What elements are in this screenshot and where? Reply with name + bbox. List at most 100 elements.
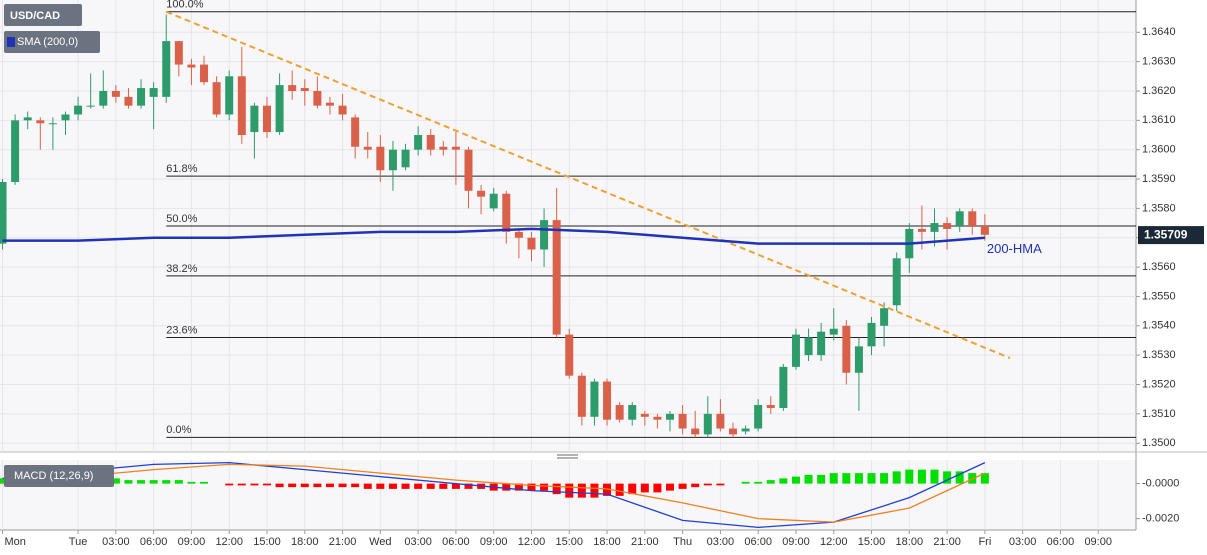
candle-body: [23, 117, 32, 121]
candle-body: [225, 76, 234, 115]
y-tick-label: 1.3590: [1142, 173, 1176, 185]
histogram-bar: [640, 483, 649, 493]
candle-body: [174, 41, 183, 65]
candle-body: [842, 325, 851, 373]
legend-box: [4, 31, 100, 53]
histogram-bar: [300, 483, 309, 488]
histogram-bar: [653, 483, 662, 493]
candle-body: [137, 88, 146, 106]
histogram-bar: [275, 483, 284, 488]
title-box: [4, 4, 82, 26]
candle-body: [791, 334, 800, 367]
x-tick-label: 15:00: [555, 536, 583, 548]
y-tick-label: 1.3500: [1142, 437, 1176, 449]
histogram-bar: [917, 469, 926, 484]
histogram-bar: [351, 483, 360, 488]
histogram-bar: [124, 480, 133, 484]
chart-title: USD/CAD: [10, 10, 60, 22]
histogram-bar: [527, 483, 536, 491]
histogram-bar: [111, 478, 120, 484]
histogram-bar: [137, 480, 146, 484]
histogram-bar: [603, 483, 612, 496]
candle-body: [451, 146, 460, 150]
candle-body: [401, 149, 410, 168]
candle-body: [275, 85, 284, 133]
y-tick-label: 1.3630: [1142, 56, 1176, 68]
histogram-bar: [451, 483, 460, 489]
histogram-bar: [980, 473, 989, 484]
candle-body: [0, 181, 7, 244]
histogram-bar: [955, 471, 964, 484]
x-tick-label: 18:00: [593, 536, 621, 548]
candle-body: [577, 375, 586, 417]
price-tag-bg: [1138, 226, 1204, 245]
candle-body: [540, 220, 549, 250]
x-tick-label: 12:00: [820, 536, 848, 548]
y-tick-label: 1.3640: [1142, 26, 1176, 38]
histogram-bar: [590, 483, 599, 498]
x-tick-label: 09:00: [480, 536, 508, 548]
candle-body: [61, 114, 70, 121]
histogram-bar: [540, 483, 549, 491]
histogram-bar: [892, 471, 901, 484]
histogram-bar: [854, 473, 863, 484]
candle-body: [388, 149, 397, 171]
candle-body: [36, 120, 45, 124]
candle-body: [892, 258, 901, 306]
candle-body: [666, 413, 675, 420]
candle-body: [943, 223, 952, 229]
candle-body: [477, 190, 486, 197]
histogram-bar: [388, 483, 397, 489]
y-tick-label: 1.3620: [1142, 85, 1176, 97]
candle-body: [678, 413, 687, 429]
candle-body: [11, 120, 20, 182]
x-tick-label: 18:00: [896, 536, 924, 548]
histogram-bar: [288, 483, 297, 488]
price-tag: 1.35709: [1144, 227, 1188, 241]
candle-body: [363, 146, 372, 150]
fib-label: 38.2%: [166, 263, 197, 275]
candle-body: [237, 76, 246, 136]
candle-body: [124, 96, 133, 106]
histogram-bar: [187, 481, 196, 484]
candle-body: [955, 211, 964, 226]
histogram-bar: [376, 483, 385, 489]
histogram-bar: [930, 469, 939, 484]
legend-entry: SMA (200,0): [17, 36, 78, 48]
candle-body: [74, 105, 83, 115]
candle-body: [653, 416, 662, 420]
histogram-bar: [791, 476, 800, 484]
candle-body: [930, 223, 939, 232]
candle-body: [728, 428, 737, 435]
candle-body: [351, 117, 360, 147]
candle-body: [414, 135, 423, 150]
histogram-bar: [691, 483, 700, 488]
y-tick-label: 1.3520: [1142, 378, 1176, 390]
fib-label: 0.0%: [166, 424, 191, 436]
drag-handle[interactable]: [557, 454, 578, 459]
histogram-bar: [426, 483, 435, 489]
histogram-bar: [703, 483, 712, 486]
candle-body: [162, 41, 171, 97]
x-tick-label: 09:00: [782, 536, 810, 548]
x-tick-label: 12:00: [518, 536, 546, 548]
y-tick-label: 1.3540: [1142, 320, 1176, 332]
histogram-bar: [880, 473, 889, 484]
histogram-bar: [464, 483, 473, 489]
macd-line: [2, 463, 986, 523]
candle-body: [86, 105, 95, 107]
histogram-bar: [237, 483, 246, 486]
candle-body: [691, 428, 700, 435]
candle-body: [817, 331, 826, 356]
x-tick-label: Fri: [978, 536, 991, 548]
candle-body: [628, 405, 637, 420]
candle-body: [514, 231, 523, 238]
fib-label: 50.0%: [166, 213, 197, 225]
candle-body: [754, 405, 763, 429]
x-tick-label: 06:00: [1047, 536, 1075, 548]
histogram-bar: [766, 480, 775, 484]
x-tick-label: 03:00: [102, 536, 130, 548]
histogram-bar: [741, 481, 750, 484]
candle-body: [779, 366, 788, 408]
histogram-bar: [779, 478, 788, 484]
